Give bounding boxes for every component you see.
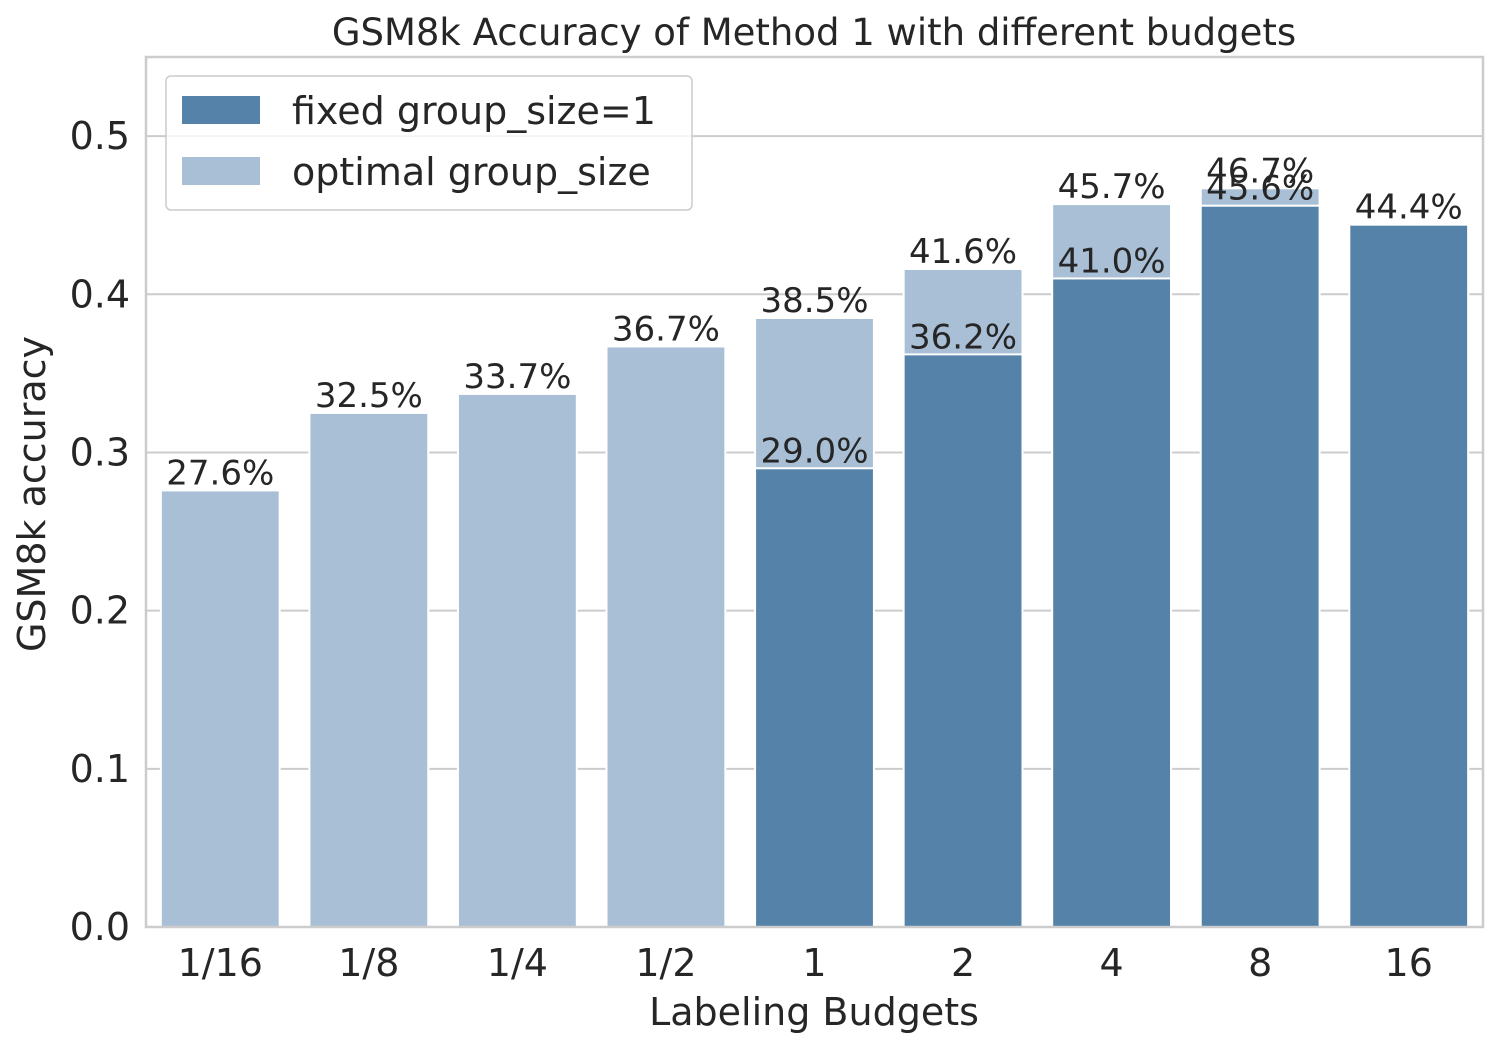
x-axis-title: Labeling Budgets [649, 990, 979, 1034]
data-label-optimal: 36.7% [612, 309, 720, 349]
data-label-optimal: 38.5% [760, 281, 868, 321]
data-label-optimal: 33.7% [463, 357, 571, 397]
bar-optimal [308, 411, 430, 928]
bar-fixed [754, 467, 875, 928]
plot-frame [144, 55, 1485, 929]
data-label-optimal: 45.7% [1058, 167, 1166, 207]
y-tick-label: 0.2 [70, 589, 130, 633]
x-tick-label: 1/8 [338, 941, 399, 985]
x-tick-label: 4 [1100, 941, 1124, 985]
x-tick-label: 1 [802, 941, 826, 985]
data-label-fixed: 44.4% [1355, 188, 1463, 228]
legend-label-optimal: optimal group_size [292, 150, 651, 194]
legend-box [165, 75, 693, 211]
data-label-fixed: 45.6% [1206, 169, 1314, 209]
data-label-fixed: 36.2% [909, 317, 1017, 357]
x-tick-label: 8 [1248, 941, 1272, 985]
y-tick-label: 0.3 [70, 430, 130, 474]
bar-fixed [1199, 204, 1321, 928]
data-label-fixed: 29.0% [760, 431, 868, 471]
y-tick-label: 0.0 [70, 905, 130, 949]
x-tick-label: 1/16 [178, 941, 263, 985]
data-label-optimal: 27.6% [166, 453, 274, 493]
data-label-fixed: 41.0% [1058, 241, 1166, 281]
bar-optimal [159, 489, 281, 928]
legend-swatch-fixed [182, 96, 260, 124]
y-tick-label: 0.1 [70, 747, 130, 791]
y-tick-label: 0.4 [70, 272, 130, 316]
data-label-optimal: 32.5% [315, 376, 423, 416]
bar-optimal [456, 392, 578, 929]
x-tick-label: 1/4 [487, 941, 548, 985]
legend-swatch-optimal [182, 157, 260, 185]
x-tick-label: 2 [951, 941, 975, 985]
legend: fixed group_size=1 optimal group_size [165, 75, 693, 211]
tick-labels: 0.0 0.1 0.2 0.3 0.4 0.5 1/16 1/8 1/4 1/2 1 2 4 8 16 [70, 114, 1433, 985]
bar-fixed [1051, 277, 1173, 929]
y-tick-label: 0.5 [70, 114, 130, 158]
data-labels: 27.6% 32.5% 33.7% 36.7% 38.5% 41.6% 45.7% 46.7%… [166, 151, 1462, 493]
x-tick-label: 16 [1385, 941, 1433, 985]
data-label-optimal: 46.7% [1206, 151, 1314, 191]
bar-fixed [902, 353, 1024, 928]
bar-optimal [605, 345, 727, 928]
x-tick-label: 1/2 [635, 941, 696, 985]
legend-label-fixed: fixed group_size=1 [292, 89, 656, 133]
chart-title: GSM8k Accuracy of Method 1 with differen… [332, 11, 1296, 54]
bar-fixed [1348, 223, 1470, 928]
data-label-optimal: 41.6% [909, 232, 1017, 272]
bars [159, 187, 1470, 929]
y-axis-title: GSM8k accuracy [10, 336, 54, 652]
